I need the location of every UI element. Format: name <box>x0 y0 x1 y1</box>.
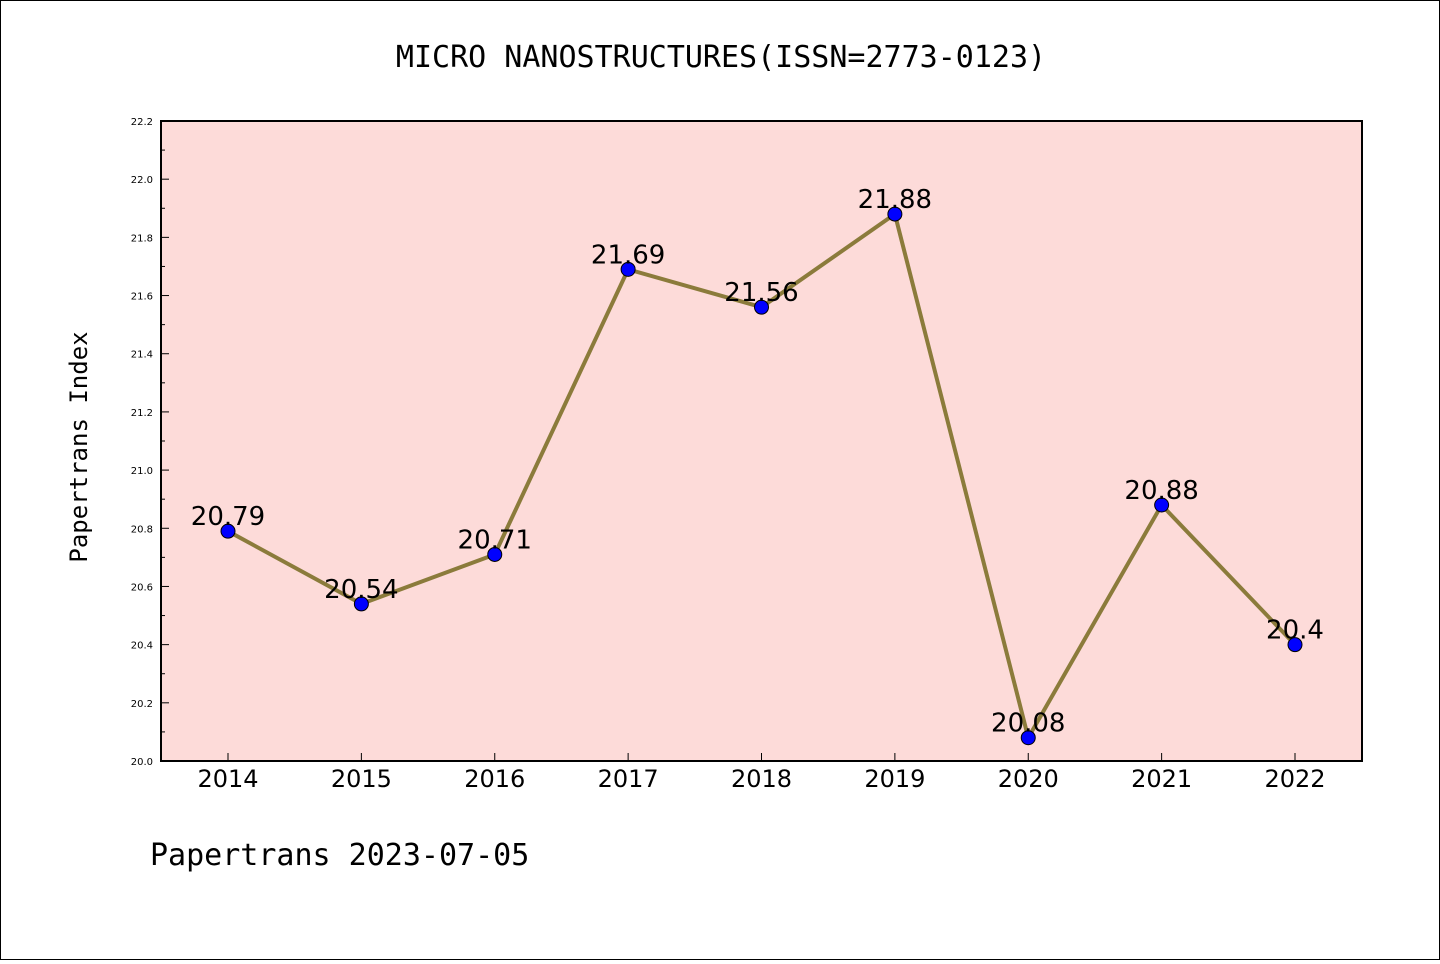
x-tick-label: 2019 <box>864 765 925 793</box>
x-tick-label: 2018 <box>731 765 792 793</box>
data-point <box>1020 730 1036 746</box>
y-tick-label: 20.8 <box>131 524 153 535</box>
y-tick-label: 22.2 <box>131 117 153 128</box>
y-axis-ticks: 20.0 20.2 20.4 20.6 20.8 21.0 21.2 21.4 21.6 21.8… <box>131 117 169 768</box>
y-tick-label: 20.2 <box>131 699 153 710</box>
data-label: 21.56 <box>724 278 798 308</box>
data-point <box>353 596 369 612</box>
x-tick-label: 2016 <box>464 765 525 793</box>
data-point <box>487 546 503 562</box>
data-labels: 20.79 20.54 20.71 21.69 21.56 21.88 20.08 20.88… <box>191 185 1324 739</box>
x-tick-label: 2022 <box>1264 765 1325 793</box>
footer-text: Papertrans 2023-07-05 <box>150 838 529 873</box>
x-axis-ticks: 2014 2015 2016 2017 2018 2019 2020 2021 2022 <box>197 753 1326 793</box>
y-tick-label: 21.6 <box>131 292 153 303</box>
data-label: 20.08 <box>991 709 1065 739</box>
y-axis-label: Papertrans Index <box>65 331 93 562</box>
data-label: 21.88 <box>858 185 932 215</box>
data-point <box>887 206 903 222</box>
y-tick-label: 21.8 <box>131 233 153 244</box>
chart-title: MICRO NANOSTRUCTURES(ISSN=2773-0123) <box>396 40 1046 75</box>
plot-area <box>160 120 1363 762</box>
data-point <box>1154 497 1170 513</box>
data-label: 20.71 <box>458 525 532 555</box>
data-point <box>754 299 769 315</box>
x-tick-label: 2015 <box>331 765 392 793</box>
y-tick-label: 21.4 <box>131 350 153 361</box>
data-point <box>220 523 236 539</box>
y-tick-label: 21.0 <box>131 466 153 477</box>
y-tick-label: 20.4 <box>131 641 153 652</box>
data-label: 21.69 <box>591 240 665 270</box>
y-tick-label: 20.0 <box>131 757 153 768</box>
x-tick-label: 2017 <box>598 765 659 793</box>
x-tick-label: 2014 <box>197 765 258 793</box>
x-tick-label: 2021 <box>1131 765 1192 793</box>
data-point <box>620 261 636 277</box>
x-tick-label: 2020 <box>998 765 1059 793</box>
data-points <box>220 206 1303 746</box>
y-tick-label: 22.0 <box>131 175 153 186</box>
data-label: 20.88 <box>1124 476 1198 506</box>
data-point <box>1287 637 1303 653</box>
data-label: 20.54 <box>324 575 398 605</box>
data-label: 20.4 <box>1266 616 1324 646</box>
data-label: 20.79 <box>191 502 265 532</box>
y-tick-label: 20.6 <box>131 582 153 593</box>
y-tick-label: 21.2 <box>131 408 153 419</box>
